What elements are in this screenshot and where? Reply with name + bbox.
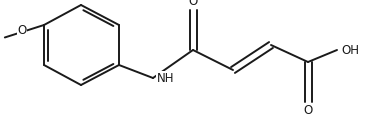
Text: OH: OH bbox=[341, 43, 359, 56]
Text: O: O bbox=[17, 25, 26, 38]
Text: NH: NH bbox=[157, 71, 174, 84]
Text: O: O bbox=[188, 0, 198, 8]
Text: O: O bbox=[303, 104, 313, 117]
